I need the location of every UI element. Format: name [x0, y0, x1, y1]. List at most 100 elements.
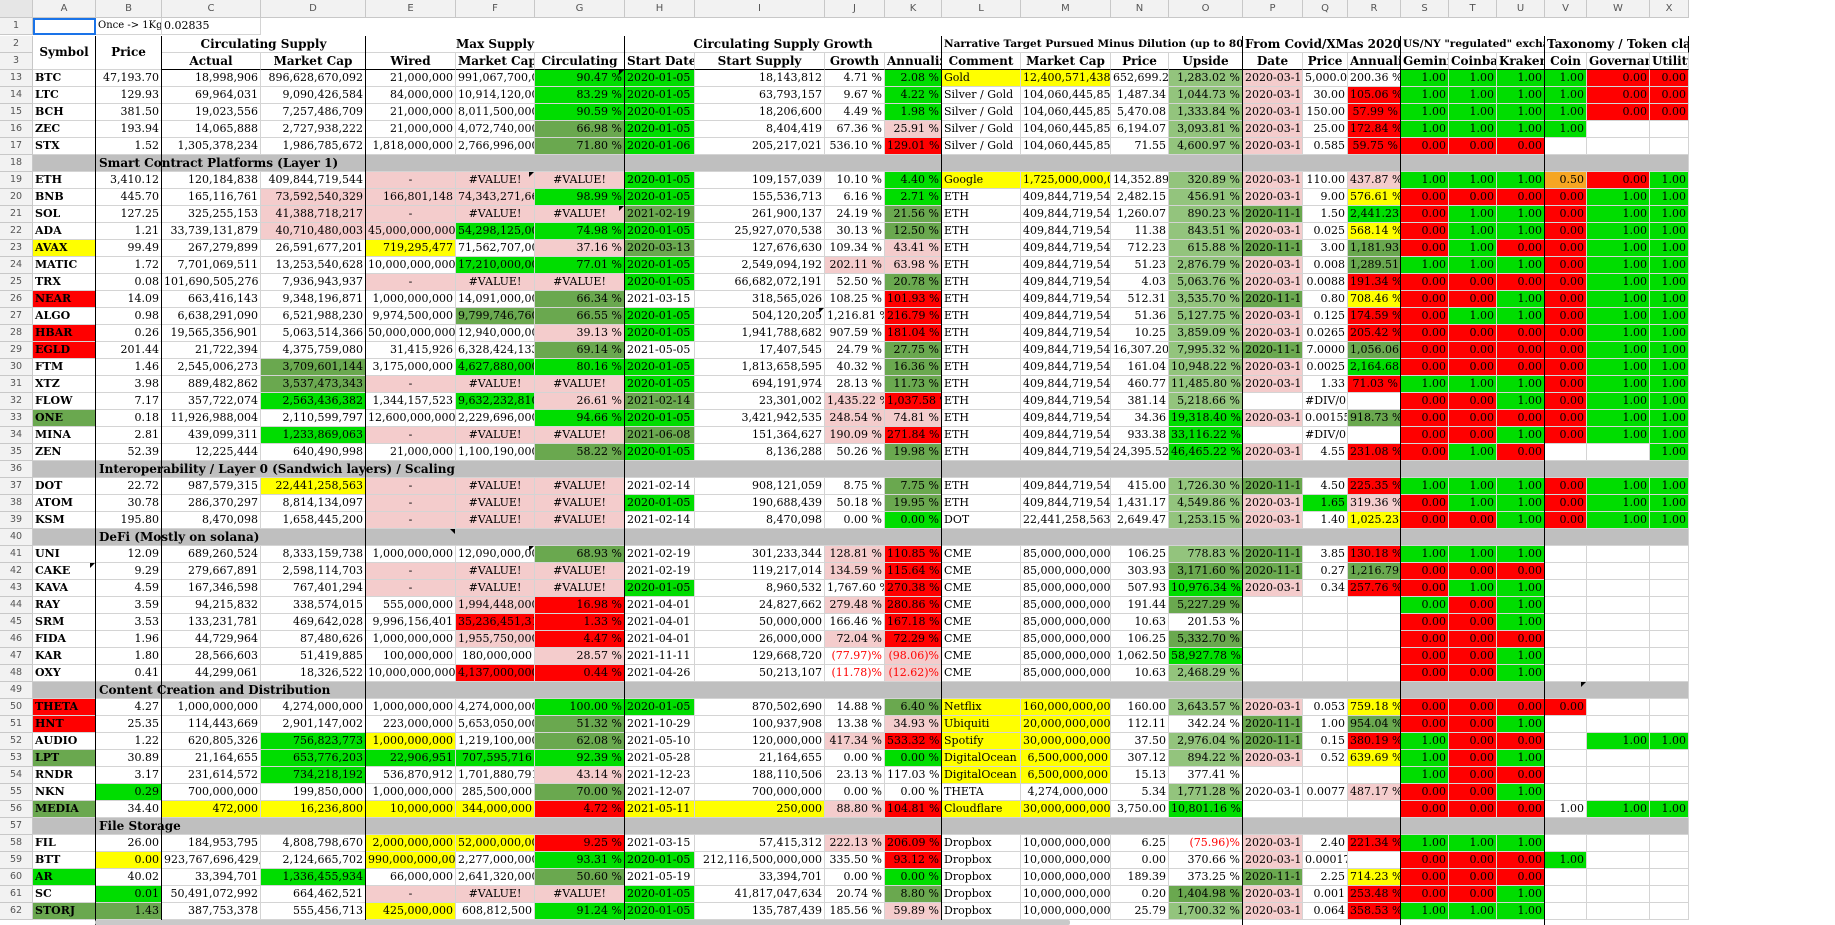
cell-x[interactable]: 1.00 — [1650, 189, 1689, 206]
cell-p[interactable]: 2020-03-16 — [1243, 274, 1303, 291]
cell-e[interactable]: 223,000,000 — [366, 716, 456, 733]
row-header[interactable]: 31 — [0, 376, 33, 393]
cell-q[interactable]: 0.27 — [1303, 563, 1348, 580]
cell-m[interactable]: 6,500,000,000 — [1021, 750, 1111, 767]
cell-n[interactable]: 381.14 — [1111, 393, 1169, 410]
cell-q[interactable] — [1303, 614, 1348, 631]
cell-j[interactable]: 8.75 % — [825, 478, 885, 495]
cell-g[interactable]: #VALUE! — [535, 206, 625, 223]
cell-b[interactable]: 1.72 — [96, 257, 162, 274]
cell-k[interactable]: 110.85 % — [885, 546, 942, 563]
cell-s[interactable]: 0.00 — [1401, 308, 1449, 325]
cell-f[interactable]: 4,274,000,000 — [456, 699, 535, 716]
cell-f[interactable]: 71,562,707,007 — [456, 240, 535, 257]
cell-h[interactable]: 2021-04-01 — [625, 631, 695, 648]
cell-b[interactable]: 4.59 — [96, 580, 162, 597]
cell-l[interactable]: CME — [942, 631, 1021, 648]
cell-j[interactable]: 1,216.81 % — [825, 308, 885, 325]
cell-v[interactable] — [1545, 563, 1587, 580]
symbol-cell[interactable]: RNDR — [33, 767, 96, 784]
section-header[interactable]: Smart Contract Platforms (Layer 1) — [33, 155, 1689, 172]
cell-v[interactable]: 0.00 — [1545, 223, 1587, 240]
cell-r[interactable]: 568.14 % — [1348, 223, 1401, 240]
cell-p[interactable]: 2020-03-16 — [1243, 699, 1303, 716]
cell-i[interactable]: 188,110,506 — [695, 767, 825, 784]
subheader-f[interactable]: Market Cap — [456, 53, 535, 70]
cell-p[interactable]: 2020-03-16 — [1243, 903, 1303, 920]
cell-n[interactable]: 10.63 — [1111, 665, 1169, 682]
cell-o[interactable]: 4,549.86 % — [1169, 495, 1243, 512]
cell-v[interactable]: 1.00 — [1545, 70, 1587, 87]
cell-g[interactable]: 66.55 % — [535, 308, 625, 325]
cell-m[interactable]: 409,844,719,544 — [1021, 342, 1111, 359]
cell-k[interactable]: 11.73 % — [885, 376, 942, 393]
cell-j[interactable]: 108.25 % — [825, 291, 885, 308]
cell-g[interactable]: #VALUE! — [535, 495, 625, 512]
cell-q[interactable]: 3.85 — [1303, 546, 1348, 563]
column-header-t[interactable]: T — [1449, 0, 1497, 18]
cell-k[interactable]: 115.64 % — [885, 563, 942, 580]
cell-c[interactable]: 101,690,505,276 — [162, 274, 261, 291]
cell-n[interactable]: 3,750.00 — [1111, 801, 1169, 818]
cell-w[interactable]: 1.00 — [1587, 189, 1650, 206]
cell-s[interactable]: 1.00 — [1401, 750, 1449, 767]
cell-k[interactable]: 270.38 % — [885, 580, 942, 597]
cell-t[interactable]: 0.00 — [1449, 852, 1497, 869]
cell-f[interactable]: 9,799,746,760 — [456, 308, 535, 325]
cell-u[interactable]: 0.00 — [1497, 240, 1545, 257]
cell-g[interactable]: 83.29 % — [535, 87, 625, 104]
cell-b[interactable]: 3.53 — [96, 614, 162, 631]
cell-d[interactable]: 7,257,486,709 — [261, 104, 366, 121]
cell-g[interactable]: 98.99 % — [535, 189, 625, 206]
cell-o[interactable]: 58,927.78 % — [1169, 648, 1243, 665]
cell-c[interactable]: 184,953,795 — [162, 835, 261, 852]
column-header-u[interactable]: U — [1497, 0, 1545, 18]
cell-o[interactable]: 843.51 % — [1169, 223, 1243, 240]
cell-h[interactable]: 2020-01-05 — [625, 189, 695, 206]
cell-f[interactable]: 285,500,000 — [456, 784, 535, 801]
cell-v[interactable]: 0.00 — [1545, 393, 1587, 410]
cell-d[interactable]: 338,574,015 — [261, 597, 366, 614]
cell-b[interactable]: 1.52 — [96, 138, 162, 155]
row-header[interactable]: 3 — [0, 53, 33, 70]
cell-n[interactable]: 6.25 — [1111, 835, 1169, 852]
cell-j[interactable]: 128.81 % — [825, 546, 885, 563]
cell-x[interactable]: 1.00 — [1650, 512, 1689, 529]
cell-f[interactable]: 10,914,120,000 — [456, 87, 535, 104]
cell-i[interactable]: 504,120,205 — [695, 308, 825, 325]
cell-q[interactable]: 110.00 — [1303, 172, 1348, 189]
cell-m[interactable]: 85,000,000,000 — [1021, 665, 1111, 682]
cell-h[interactable]: 2021-11-11 — [625, 648, 695, 665]
row-header[interactable]: 38 — [0, 495, 33, 512]
cell-u[interactable]: 1.00 — [1497, 172, 1545, 189]
cell-w[interactable] — [1587, 903, 1650, 920]
cell-v[interactable]: 1.00 — [1545, 104, 1587, 121]
cell-p[interactable]: 2020-11-15 — [1243, 291, 1303, 308]
symbol-cell[interactable]: FTM — [33, 359, 96, 376]
cell-r[interactable]: 225.35 % — [1348, 478, 1401, 495]
cell-n[interactable]: 37.50 — [1111, 733, 1169, 750]
cell-g[interactable]: 9.25 % — [535, 835, 625, 852]
cell-m[interactable]: 30,000,000,000 — [1021, 801, 1111, 818]
cell-f[interactable]: 8,011,500,000 — [456, 104, 535, 121]
cell-w[interactable]: 1.00 — [1587, 410, 1650, 427]
cell-w[interactable]: 1.00 — [1587, 223, 1650, 240]
cell-n[interactable]: 11.38 — [1111, 223, 1169, 240]
cell-m[interactable]: 85,000,000,000 — [1021, 580, 1111, 597]
cell-m[interactable]: 12,400,571,438,65 — [1021, 70, 1111, 87]
cell-i[interactable]: 908,121,059 — [695, 478, 825, 495]
cell-r[interactable]: 205.42 % — [1348, 325, 1401, 342]
cell-v[interactable] — [1545, 580, 1587, 597]
cell-r[interactable]: 2,164.68 % — [1348, 359, 1401, 376]
cell-d[interactable]: 73,592,540,329 — [261, 189, 366, 206]
cell-x[interactable]: 1.00 — [1650, 359, 1689, 376]
column-header-e[interactable]: E — [366, 0, 456, 18]
cell-r[interactable]: 253.48 % — [1348, 886, 1401, 903]
cell-n[interactable]: 161.04 — [1111, 359, 1169, 376]
subheader-l[interactable]: Comment — [942, 53, 1021, 70]
cell-v[interactable] — [1545, 614, 1587, 631]
cell-m[interactable]: 85,000,000,000 — [1021, 563, 1111, 580]
cell-l[interactable]: ETH — [942, 240, 1021, 257]
cell-x[interactable]: 1.00 — [1650, 291, 1689, 308]
cell-t[interactable]: 0.00 — [1449, 393, 1497, 410]
